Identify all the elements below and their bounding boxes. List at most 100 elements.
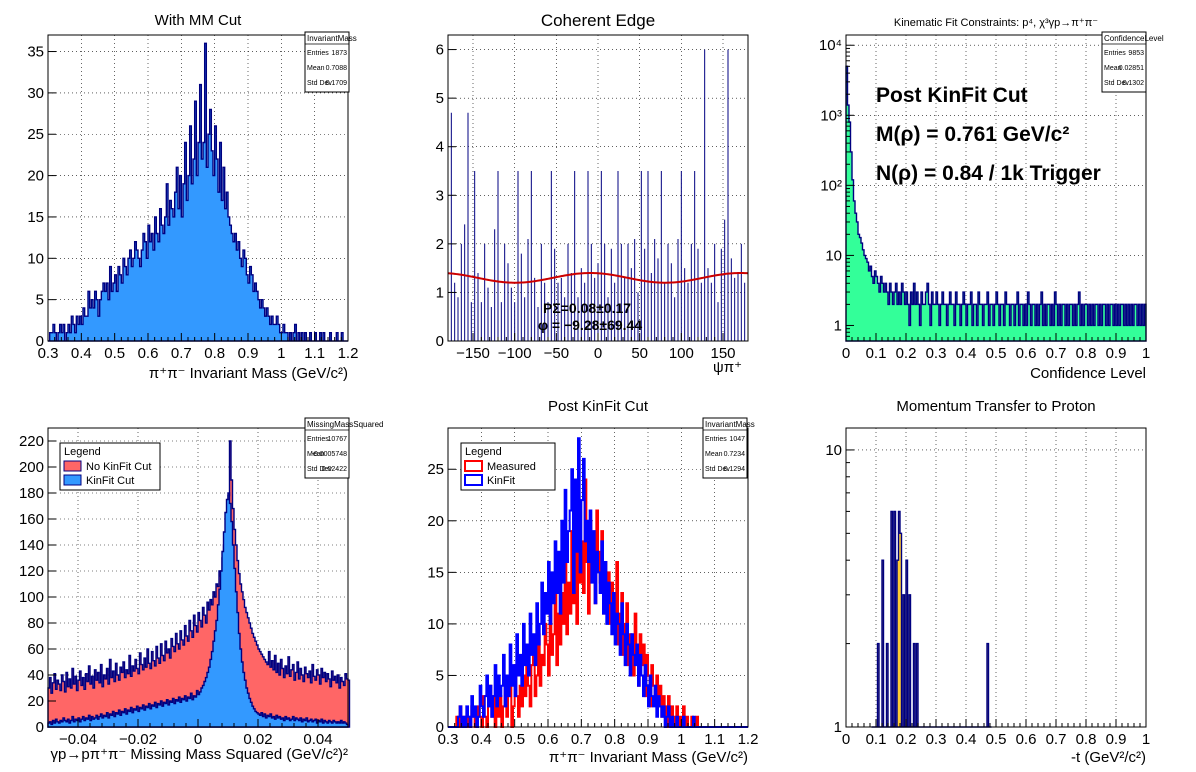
x-tick-label: 0.04 bbox=[303, 731, 332, 748]
x-tick-label: 0.2 bbox=[896, 345, 917, 362]
x-tick-label: 0.2 bbox=[896, 731, 917, 748]
panel-coherent-edge: −150 −100 −50 0 50 100 150 0 1 2 3 4 5 6 Coherent Edge… bbox=[436, 11, 749, 376]
x-tick-label: 0.5 bbox=[986, 345, 1007, 362]
y-tick-label: 0 bbox=[436, 719, 444, 736]
y-tick-label: 20 bbox=[427, 513, 444, 530]
y-tick-label: 20 bbox=[27, 168, 44, 185]
x-tick-label: 0.8 bbox=[1076, 731, 1097, 748]
legend-entry: Measured bbox=[487, 461, 536, 473]
stats-box-frame bbox=[304, 31, 350, 93]
y-tick-label: 120 bbox=[19, 563, 44, 580]
legend: Legend No KinFit Cut KinFit Cut bbox=[59, 442, 161, 491]
x-tick-label: 0.7 bbox=[571, 731, 592, 748]
x-tick-label: 0.9 bbox=[238, 345, 259, 362]
panel-confidence-level: 0 0.1 0.2 0.3 0.4 0.5 0.6 0.7 0.8 0.9 1 1 10 10² 10³ 10… bbox=[819, 17, 1164, 382]
x-tick-label: 0.6 bbox=[538, 731, 559, 748]
y-tick-label: 10 bbox=[27, 250, 44, 267]
legend-title: Legend bbox=[64, 446, 101, 458]
x-tick-label: 0.3 bbox=[438, 731, 459, 748]
stats-value: 10767 bbox=[328, 436, 348, 443]
x-tick-label: 0.5 bbox=[504, 731, 525, 748]
y-tick-label: 1 bbox=[834, 719, 842, 736]
stats-label: Std Dev bbox=[307, 466, 332, 473]
x-tick-label: 0.7 bbox=[1046, 731, 1067, 748]
y-tick-label: 35 bbox=[27, 44, 44, 61]
legend: Legend Measured KinFit bbox=[460, 442, 556, 491]
x-tick-label: 0.4 bbox=[956, 345, 977, 362]
y-tick-label: 10 bbox=[825, 442, 842, 459]
panel-momentum-transfer: 0 0.1 0.2 0.3 0.4 0.5 0.6 0.7 0.8 0.9 1 1 10 Momentum… bbox=[825, 398, 1150, 766]
x-tick-label: 0 bbox=[594, 345, 602, 362]
x-tick-label: 0.9 bbox=[638, 731, 659, 748]
x-tick-label: 0.7 bbox=[1046, 345, 1067, 362]
y-tick-label: 6 bbox=[436, 42, 444, 59]
legend-swatch bbox=[464, 460, 483, 472]
histogram-no-kinfit-cut bbox=[47, 440, 351, 728]
x-tick-label: 0.8 bbox=[1076, 345, 1097, 362]
x-tick-label: 0.8 bbox=[604, 731, 625, 748]
x-tick-label: 0.3 bbox=[926, 345, 947, 362]
stats-value: 0.1709 bbox=[326, 80, 348, 87]
stats-label: Std Dev bbox=[307, 80, 332, 87]
plot-frame bbox=[447, 427, 749, 728]
histogram-bars bbox=[871, 510, 992, 728]
legend-frame bbox=[460, 442, 556, 491]
x-axis-label: π⁺π⁻ Invariant Mass (GeV/c²) bbox=[549, 749, 748, 766]
stats-label: Std Dev bbox=[1104, 80, 1129, 87]
x-tick-label: 150 bbox=[710, 345, 735, 362]
y-tick-label: 25 bbox=[427, 461, 444, 478]
y-tick-label: 30 bbox=[27, 85, 44, 102]
x-tick-label: −100 bbox=[498, 345, 532, 362]
x-tick-label: 0.3 bbox=[926, 731, 947, 748]
y-tick-label: 80 bbox=[27, 615, 44, 632]
stats-label: Mean bbox=[307, 451, 325, 458]
x-tick-label: 0.5 bbox=[986, 731, 1007, 748]
legend-swatch bbox=[63, 460, 82, 472]
stats-box-title: InvariantMass bbox=[307, 34, 357, 43]
y-tick-label: 5 bbox=[436, 90, 444, 107]
chart-title: Post KinFit Cut bbox=[548, 398, 649, 415]
x-tick-label: 0.4 bbox=[71, 345, 92, 362]
x-tick-label: 0.6 bbox=[138, 345, 159, 362]
x-tick-label: 1 bbox=[277, 345, 285, 362]
x-tick-label: 0.1 bbox=[866, 731, 887, 748]
stats-label: Entries bbox=[705, 436, 727, 443]
x-tick-label: 0 bbox=[842, 731, 850, 748]
chart-title: Coherent Edge bbox=[541, 11, 655, 30]
x-tick-label: 0.02 bbox=[243, 731, 272, 748]
x-tick-label: 0 bbox=[842, 345, 850, 362]
y-tick-label: 100 bbox=[19, 589, 44, 606]
stats-value: 1047 bbox=[729, 436, 745, 443]
y-tick-label: 15 bbox=[427, 564, 444, 581]
stats-box: InvariantMass Entries 1873 Mean 0.7088 Std De… bbox=[304, 31, 357, 93]
y-tick-label: 1 bbox=[436, 284, 444, 301]
y-tick-label: 3 bbox=[436, 187, 444, 204]
x-tick-label: −0.02 bbox=[119, 731, 157, 748]
x-tick-label: 1 bbox=[677, 731, 685, 748]
annotation-text: Post KinFit Cut bbox=[876, 84, 1028, 107]
legend-swatch bbox=[464, 474, 483, 486]
fit-result-text: PΣ=0.08±0.17 bbox=[543, 300, 631, 316]
histogram-measured bbox=[448, 478, 748, 728]
stats-label: Mean bbox=[307, 65, 325, 72]
y-tick-label: 0 bbox=[36, 333, 44, 350]
stats-box: InvariantMass Entries 1047 Mean 0.7234 Std De… bbox=[702, 417, 755, 479]
fit-result-text: φ = −9.28±69.44 bbox=[538, 317, 642, 333]
y-tick-label: 1 bbox=[834, 317, 842, 334]
legend-entry: No KinFit Cut bbox=[86, 461, 151, 473]
y-tick-label: 0 bbox=[36, 719, 44, 736]
y-tick-label: 140 bbox=[19, 537, 44, 554]
y-tick-label: 2 bbox=[436, 236, 444, 253]
y-tick-label: 10 bbox=[825, 247, 842, 264]
stats-value: 0.7234 bbox=[724, 451, 746, 458]
y-tick-label: 40 bbox=[27, 667, 44, 684]
plot-frame bbox=[47, 34, 349, 342]
stats-value: 0.1294 bbox=[724, 466, 746, 473]
x-tick-label: 0.7 bbox=[171, 345, 192, 362]
histogram-kinfit bbox=[448, 437, 748, 728]
x-tick-label: 0.8 bbox=[204, 345, 225, 362]
x-axis-label: -t (GeV²/c²) bbox=[1071, 749, 1146, 766]
y-tick-label: 5 bbox=[36, 292, 44, 309]
y-tick-label: 5 bbox=[436, 667, 444, 684]
